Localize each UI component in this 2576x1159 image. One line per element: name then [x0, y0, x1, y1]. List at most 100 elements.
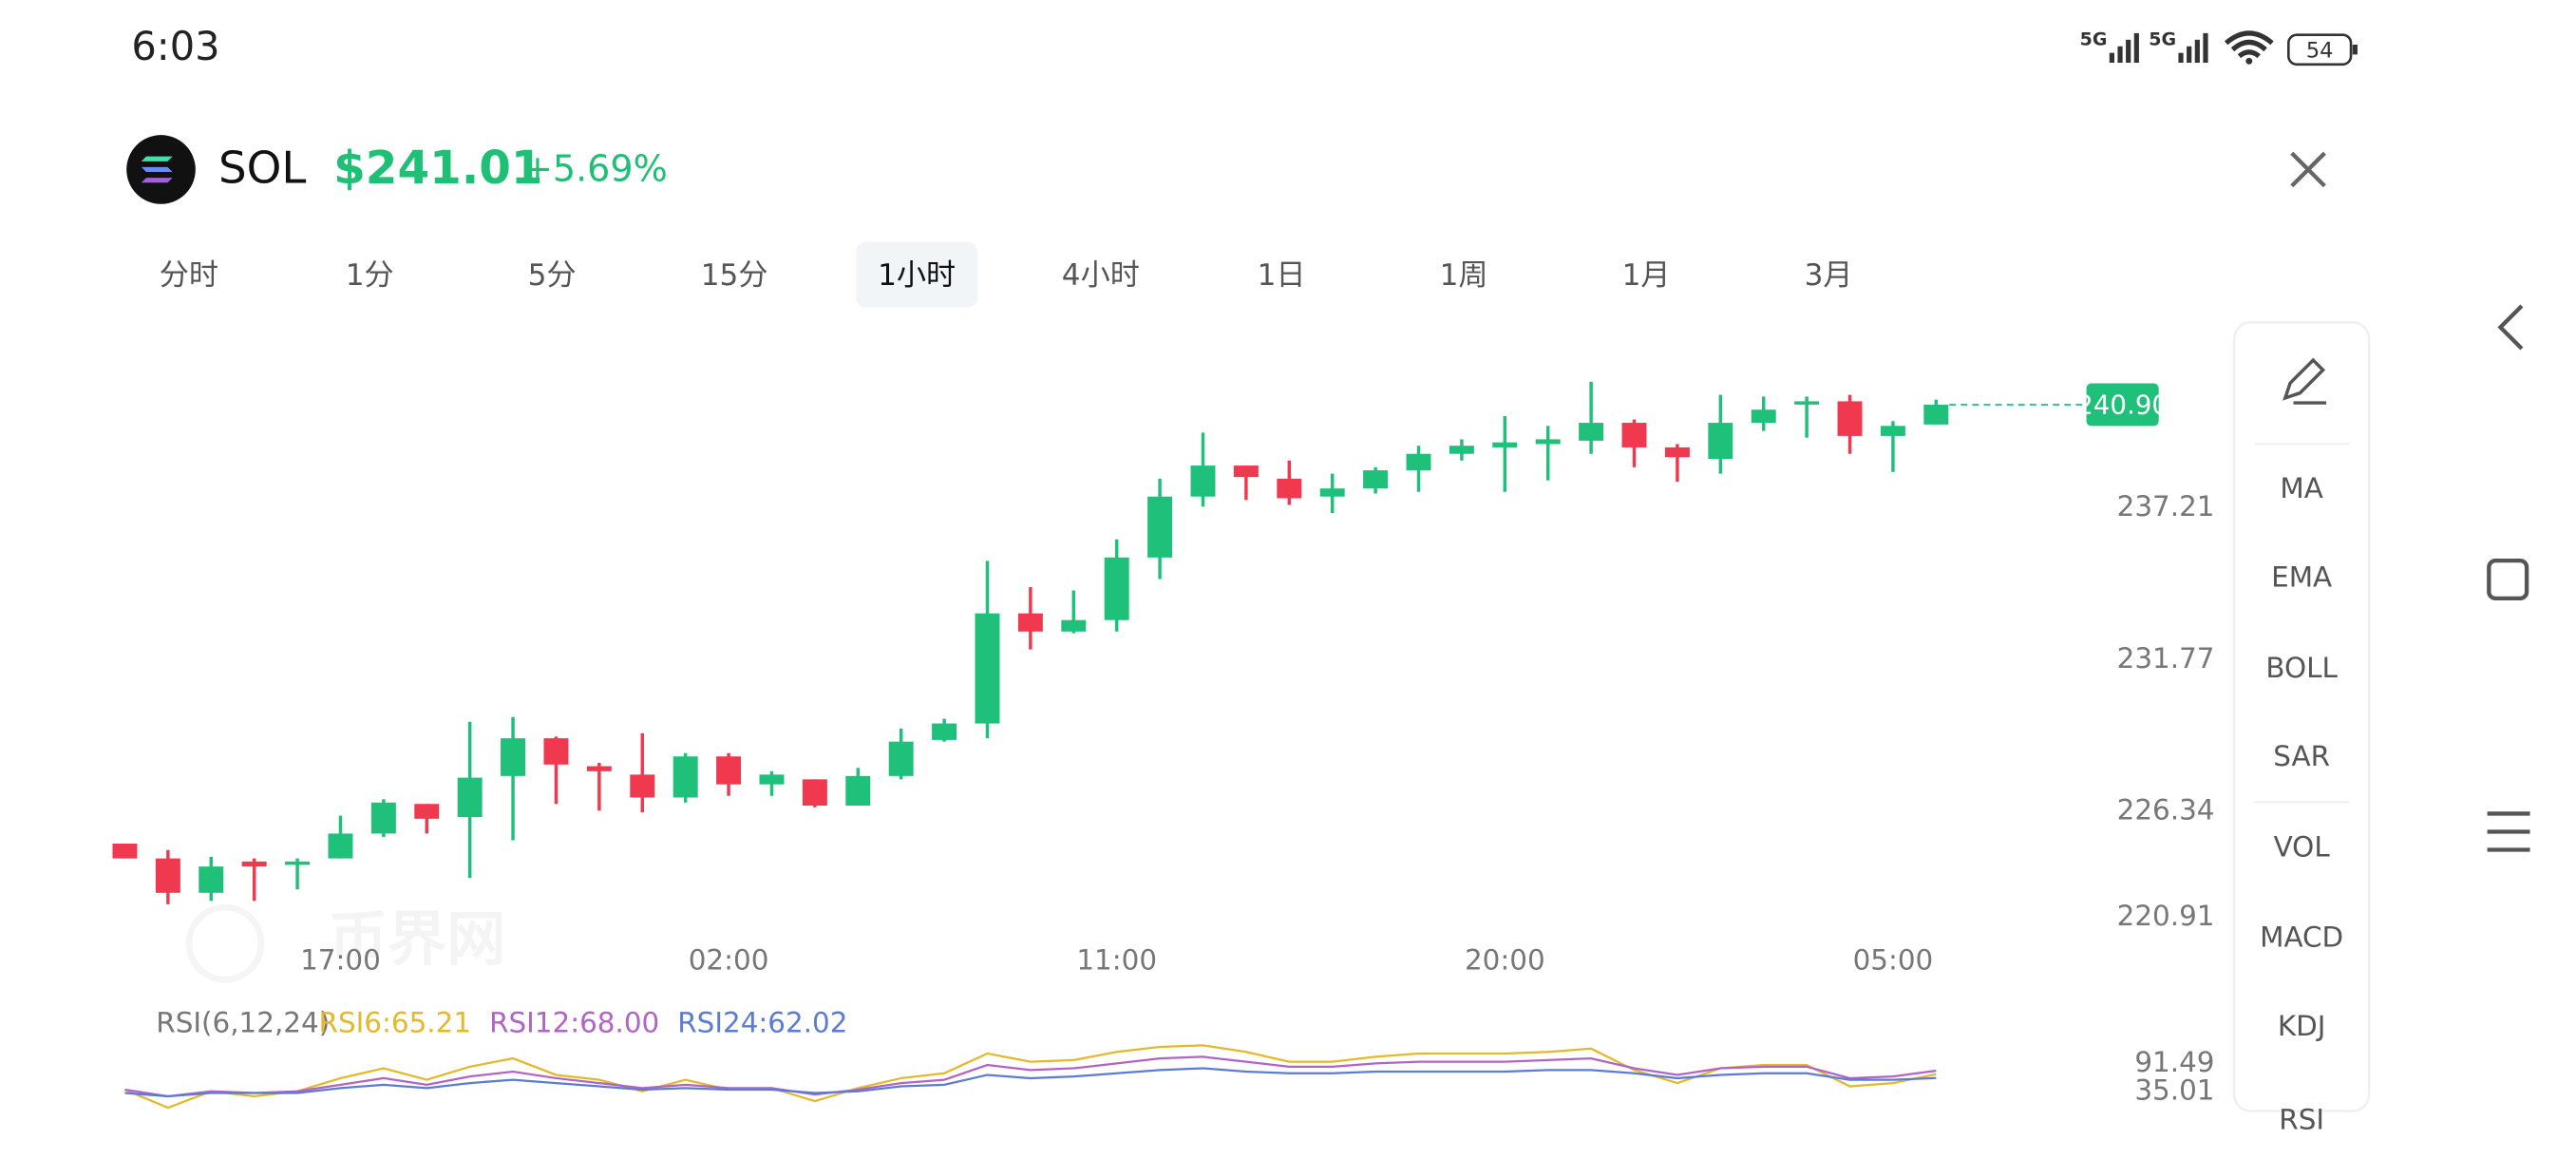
candle-body [199, 866, 224, 893]
draw-tool[interactable] [2282, 357, 2327, 405]
signal-bar [2203, 32, 2208, 64]
candle-body [845, 775, 871, 807]
signal-bar [2117, 46, 2123, 64]
candle-body [1277, 478, 1302, 499]
nav-menu[interactable] [2487, 811, 2530, 852]
indicator-item[interactable]: EMA [2271, 561, 2332, 594]
y-tick-label: 91.49 [2134, 1046, 2214, 1078]
nav-home[interactable] [2487, 558, 2529, 601]
rsi-line [124, 1067, 1937, 1098]
candle-body [975, 613, 1000, 724]
tab[interactable]: 1小时 [878, 258, 956, 293]
tab[interactable]: 1日 [1258, 258, 1306, 293]
indicator-item[interactable]: SAR [2273, 740, 2330, 772]
candle-body [759, 774, 785, 785]
indicator-item[interactable]: MACD [2260, 921, 2343, 953]
x-tick-label: 02:00 [689, 944, 769, 977]
signal-bar [2194, 39, 2200, 64]
candle-body [1104, 557, 1129, 620]
y-tick-label: 226.34 [2117, 794, 2215, 826]
last-price-label: 240.90 [2076, 390, 2169, 421]
candle-body [1579, 423, 1604, 441]
signal-bar [2109, 52, 2114, 64]
tab[interactable]: 1周 [1440, 258, 1488, 293]
x-tick-label: 20:00 [1465, 944, 1545, 977]
candle-body [1664, 446, 1690, 458]
candle-body [370, 802, 396, 834]
legend-entry: RSI12:68.00 [489, 1006, 659, 1038]
indicator-item[interactable]: KDJ [2278, 1010, 2326, 1042]
candle-body [112, 844, 138, 859]
candle-body [888, 741, 914, 776]
y-tick-label: 231.77 [2117, 642, 2215, 674]
y-tick-label: 35.01 [2134, 1074, 2214, 1106]
candle-body [1190, 466, 1216, 497]
status-icons: 5G 5G 54 [2080, 28, 2358, 66]
tab[interactable]: 4小时 [1062, 258, 1140, 293]
signal-bar [2126, 39, 2131, 64]
logo-stripe [141, 156, 173, 162]
indicator-menu: MA EMA BOLL SAR VOL MACD KDJ RSI [2260, 472, 2343, 1135]
x-tick-label: 11:00 [1076, 944, 1157, 977]
tab[interactable]: 分时 [160, 258, 218, 293]
nav-back[interactable] [2497, 304, 2524, 351]
candle-body [1923, 404, 1949, 425]
x-tick-label: 05:00 [1853, 944, 1934, 977]
tab[interactable]: 3月 [1805, 258, 1853, 293]
tab[interactable]: 15分 [701, 258, 768, 293]
candle-body [672, 756, 698, 798]
candle-body [1751, 409, 1776, 424]
candle-body [1017, 613, 1043, 632]
candle-body [1319, 488, 1345, 497]
watermark-logo [185, 903, 265, 983]
candle-body [543, 738, 569, 765]
symbol: SOL [218, 143, 306, 195]
candle-body [932, 723, 957, 740]
indicator-panel [2232, 321, 2371, 1112]
tab[interactable]: 5分 [528, 258, 577, 293]
tab-highlight [856, 241, 978, 308]
candle-body [155, 858, 180, 893]
price: $241.01 [333, 142, 542, 195]
y-tick-label: 220.91 [2117, 900, 2215, 932]
candle-body [1621, 423, 1647, 447]
change: +5.69% [522, 148, 668, 190]
candlestick-chart: 220.91 226.34 231.77 237.21 17:00 02:00 11:00 2… [112, 381, 2215, 977]
legend-entry: RSI6:65.21 [319, 1006, 472, 1038]
candle-body [241, 861, 267, 867]
wifi-icon [2224, 30, 2274, 59]
close-button[interactable] [2290, 151, 2326, 188]
network-label: 5G [2149, 28, 2176, 49]
logo [126, 135, 196, 204]
candle-body [328, 833, 353, 859]
indicator-item[interactable]: MA [2280, 472, 2322, 504]
signal-bar [2187, 46, 2192, 64]
candle-body [1233, 466, 1259, 478]
candle-body [716, 756, 742, 785]
candle-body [414, 804, 440, 819]
candle-body [1794, 401, 1820, 405]
candle-body [1708, 423, 1733, 460]
tab[interactable]: 1分 [346, 258, 394, 293]
candle-body [1406, 453, 1431, 471]
legend-entry: RSI24:62.02 [677, 1006, 847, 1038]
candle-body [1880, 426, 1905, 436]
candle-body [1363, 470, 1389, 489]
signal-bar [2178, 52, 2184, 64]
x-tick-label: 17:00 [300, 944, 381, 977]
rsi-line [124, 1055, 1937, 1098]
indicator-item[interactable]: RSI [2279, 1103, 2324, 1135]
candle-body [586, 766, 612, 771]
indicator-item[interactable]: BOLL [2265, 652, 2338, 684]
candle-body [1147, 496, 1173, 558]
candle-body [630, 774, 655, 798]
candle-body [1492, 442, 1518, 447]
tab[interactable]: 1月 [1622, 258, 1671, 293]
indicator-item[interactable]: VOL [2274, 830, 2331, 863]
clock: 6:03 [131, 23, 219, 69]
candle-body [1535, 439, 1561, 445]
y-tick-label: 237.21 [2117, 490, 2215, 522]
candle-body [285, 861, 311, 865]
